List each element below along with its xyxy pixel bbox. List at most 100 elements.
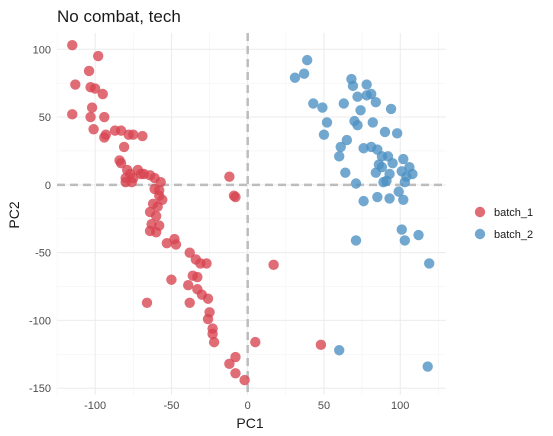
data-point xyxy=(224,171,235,182)
series-batch_2 xyxy=(289,54,435,372)
data-point xyxy=(385,103,397,115)
data-point xyxy=(202,293,214,304)
x-tick-label: 50 xyxy=(318,400,330,412)
data-point xyxy=(182,279,194,291)
data-point xyxy=(340,167,351,178)
x-tick-label: 100 xyxy=(391,400,409,412)
y-axis-title: PC2 xyxy=(6,201,22,228)
data-point xyxy=(355,105,366,116)
data-point xyxy=(398,153,409,165)
data-point xyxy=(126,176,137,188)
data-point xyxy=(184,297,195,309)
data-point xyxy=(161,237,173,249)
data-point xyxy=(239,374,250,386)
data-point xyxy=(321,117,333,128)
data-point xyxy=(184,247,195,258)
data-point xyxy=(250,336,261,348)
data-point xyxy=(289,72,301,83)
data-point xyxy=(399,235,411,246)
legend-label: batch_2 xyxy=(494,229,533,241)
data-point xyxy=(170,239,182,250)
y-tick-label: -150 xyxy=(29,383,51,395)
data-point xyxy=(137,130,148,142)
data-point xyxy=(208,336,220,348)
data-point xyxy=(308,98,319,109)
data-point xyxy=(378,176,389,188)
data-point xyxy=(118,141,130,153)
data-point xyxy=(83,65,95,77)
reference-lines xyxy=(57,33,446,395)
data-point xyxy=(150,227,162,238)
y-axis-ticks: -150 -100 -50 0 50 100 xyxy=(29,44,51,395)
data-point xyxy=(141,297,153,309)
data-point xyxy=(301,54,313,66)
data-point xyxy=(334,345,345,356)
x-tick-label: 0 xyxy=(245,400,251,412)
data-point xyxy=(115,157,127,169)
data-point xyxy=(67,40,78,51)
data-point xyxy=(152,201,163,212)
data-point xyxy=(384,193,395,204)
data-point xyxy=(379,126,391,138)
y-tick-label: -100 xyxy=(29,315,51,327)
data-point xyxy=(361,79,372,90)
chart-title: No combat, tech xyxy=(57,7,181,26)
y-tick-label: -50 xyxy=(35,248,51,260)
legend-item-batch_2: batch_2 xyxy=(474,228,533,241)
data-point xyxy=(341,134,353,146)
data-point xyxy=(398,194,409,205)
data-point xyxy=(97,88,108,100)
data-point xyxy=(424,258,435,269)
data-point xyxy=(224,358,235,370)
legend: batch_1 batch_2 xyxy=(474,206,533,241)
legend-key xyxy=(474,206,486,218)
data-point xyxy=(335,141,346,153)
x-tick-label: -50 xyxy=(163,400,179,412)
data-point xyxy=(315,339,327,351)
data-point xyxy=(413,229,424,241)
data-point xyxy=(358,195,369,207)
data-point xyxy=(88,124,99,135)
data-point xyxy=(70,79,81,90)
data-point xyxy=(350,178,362,189)
data-point xyxy=(230,351,241,363)
data-point xyxy=(89,83,101,94)
data-point xyxy=(358,143,369,154)
data-point xyxy=(230,368,241,379)
data-point xyxy=(338,98,349,109)
x-tick-label: -100 xyxy=(84,400,106,412)
data-point xyxy=(150,210,162,222)
data-point xyxy=(202,313,214,325)
data-point xyxy=(393,186,404,197)
data-point xyxy=(370,96,382,108)
y-tick-label: 100 xyxy=(33,44,51,56)
data-points xyxy=(67,40,435,386)
data-point xyxy=(128,129,139,140)
data-point xyxy=(92,50,104,62)
data-point xyxy=(387,157,398,169)
data-point xyxy=(155,176,166,188)
data-point xyxy=(372,191,383,203)
y-tick-label: 50 xyxy=(39,112,51,124)
data-point xyxy=(67,109,78,120)
legend-item-batch_1: batch_1 xyxy=(474,206,533,219)
legend-label: batch_1 xyxy=(494,207,533,219)
data-point xyxy=(86,102,98,113)
data-point xyxy=(192,271,203,283)
data-point xyxy=(370,167,382,178)
data-point xyxy=(99,111,110,123)
data-point xyxy=(85,111,96,123)
data-point xyxy=(298,68,310,79)
data-point xyxy=(99,132,110,143)
series-batch_1 xyxy=(67,40,327,386)
data-point xyxy=(207,328,218,340)
data-point xyxy=(201,258,212,269)
x-axis-title: PC1 xyxy=(236,415,263,431)
data-point xyxy=(399,176,411,188)
data-point xyxy=(350,235,362,246)
data-point xyxy=(334,151,345,162)
data-point xyxy=(347,80,359,92)
data-point xyxy=(268,259,279,271)
